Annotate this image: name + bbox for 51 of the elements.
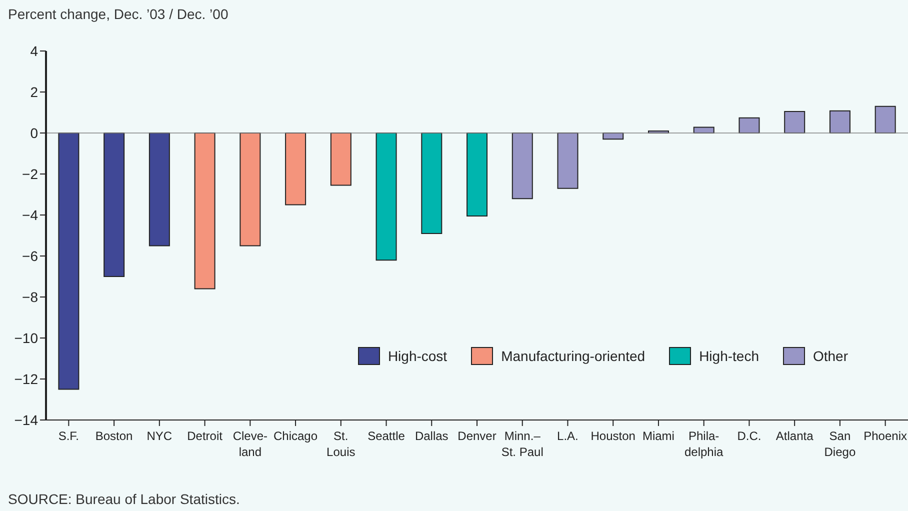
y-tick-label: −12 [14,370,38,387]
bar [738,117,760,134]
y-tick-label: 4 [30,42,38,59]
x-tick-label: S.F. [58,429,80,443]
x-tick-label: Miami [642,429,674,443]
x-tick-label: L.A. [557,429,578,443]
bar [874,106,896,134]
bar [557,132,578,189]
bar [240,132,261,246]
x-tick-label: D.C. [737,429,762,443]
bar [466,132,488,217]
bar [330,132,352,186]
x-tick-label: Phoenix [864,429,908,443]
x-tick-label: Detroit [187,429,224,443]
bar [829,110,850,134]
legend-label: High-cost [388,348,448,364]
y-tick-label: −10 [14,330,38,346]
bar [376,132,397,261]
x-tick-label: Atlanta [776,429,814,443]
y-tick-label: −4 [22,206,38,223]
x-tick-label: Seattle [368,429,406,443]
x-tick-label: Chicago [274,429,318,443]
y-tick-label: −2 [22,166,38,182]
y-tick-label: 2 [30,84,38,100]
x-tick-label: St. Louis [326,429,356,459]
y-tick-label: −14 [14,412,38,428]
x-tick-label: Phila- delphia [684,429,724,459]
bar [421,132,442,234]
bar [148,132,170,246]
x-tick-label: Cleve- land [232,429,268,459]
x-tick-label: Boston [95,429,133,443]
bar [104,132,125,277]
legend-label: High-tech [699,348,759,364]
bar [285,132,306,206]
x-tick-label: Dallas [414,429,448,443]
x-tick-label: Minn.– St. Paul [501,429,544,459]
legend-label: Manufacturing-oriented [501,348,646,364]
y-tick-label: 0 [30,124,38,141]
x-tick-label: Denver [458,429,496,443]
y-tick-label: −8 [22,288,38,305]
x-tick-label: San Diego [824,429,856,459]
bar [512,132,533,200]
bar [194,132,216,290]
y-tick-label: −6 [22,248,38,264]
y-axis-title: Percent change, Dec. ’03 / Dec. ’00 [8,6,228,22]
source-note: SOURCE: Bureau of Labor Statistics. [8,491,240,507]
bar [58,132,80,390]
x-tick-label: NYC [146,429,172,443]
bar [784,110,806,134]
x-tick-label: Houston [590,429,636,443]
legend-label: Other [812,348,848,364]
